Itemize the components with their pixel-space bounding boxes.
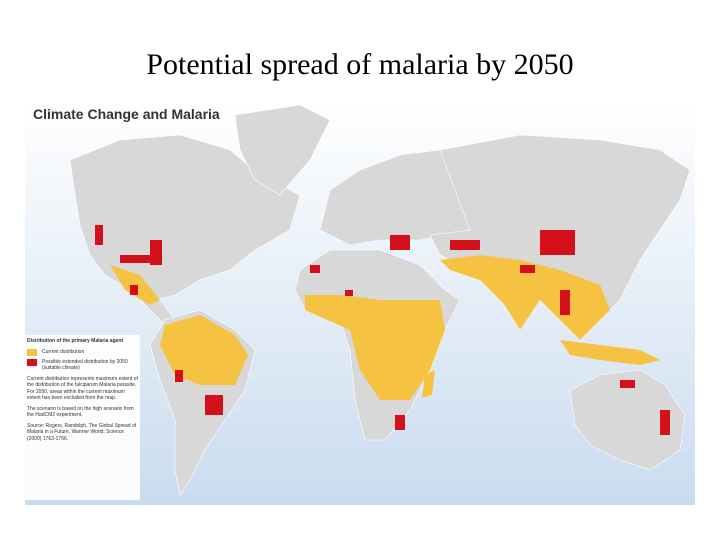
legend-box	[25, 335, 140, 500]
source: Source: Rogers, Randolph, The Global Spr…	[27, 422, 137, 442]
world-map	[25, 100, 695, 505]
legend-label: Current distribution	[42, 348, 85, 355]
legend-label: Possible extended distribution by 2050 (…	[42, 358, 128, 372]
legend-item: Possible extended distribution by 2050 (…	[27, 358, 139, 372]
legend-swatch	[27, 358, 37, 366]
note: Current distribution represents maximum …	[27, 375, 138, 402]
slide-title: Potential spread of malaria by 2050	[146, 48, 574, 81]
legend: Distribution of the primary Malaria agen…	[27, 338, 139, 442]
legend-item: Current distribution	[27, 348, 139, 356]
note: The scenario is based on the high scenar…	[27, 405, 134, 419]
legend-swatch	[27, 348, 37, 356]
extended-distribution	[95, 225, 670, 435]
legend-heading: Distribution of the primary Malaria agen…	[27, 338, 124, 344]
map-title: Climate Change and Malaria	[33, 106, 220, 122]
current-distribution	[110, 255, 660, 400]
